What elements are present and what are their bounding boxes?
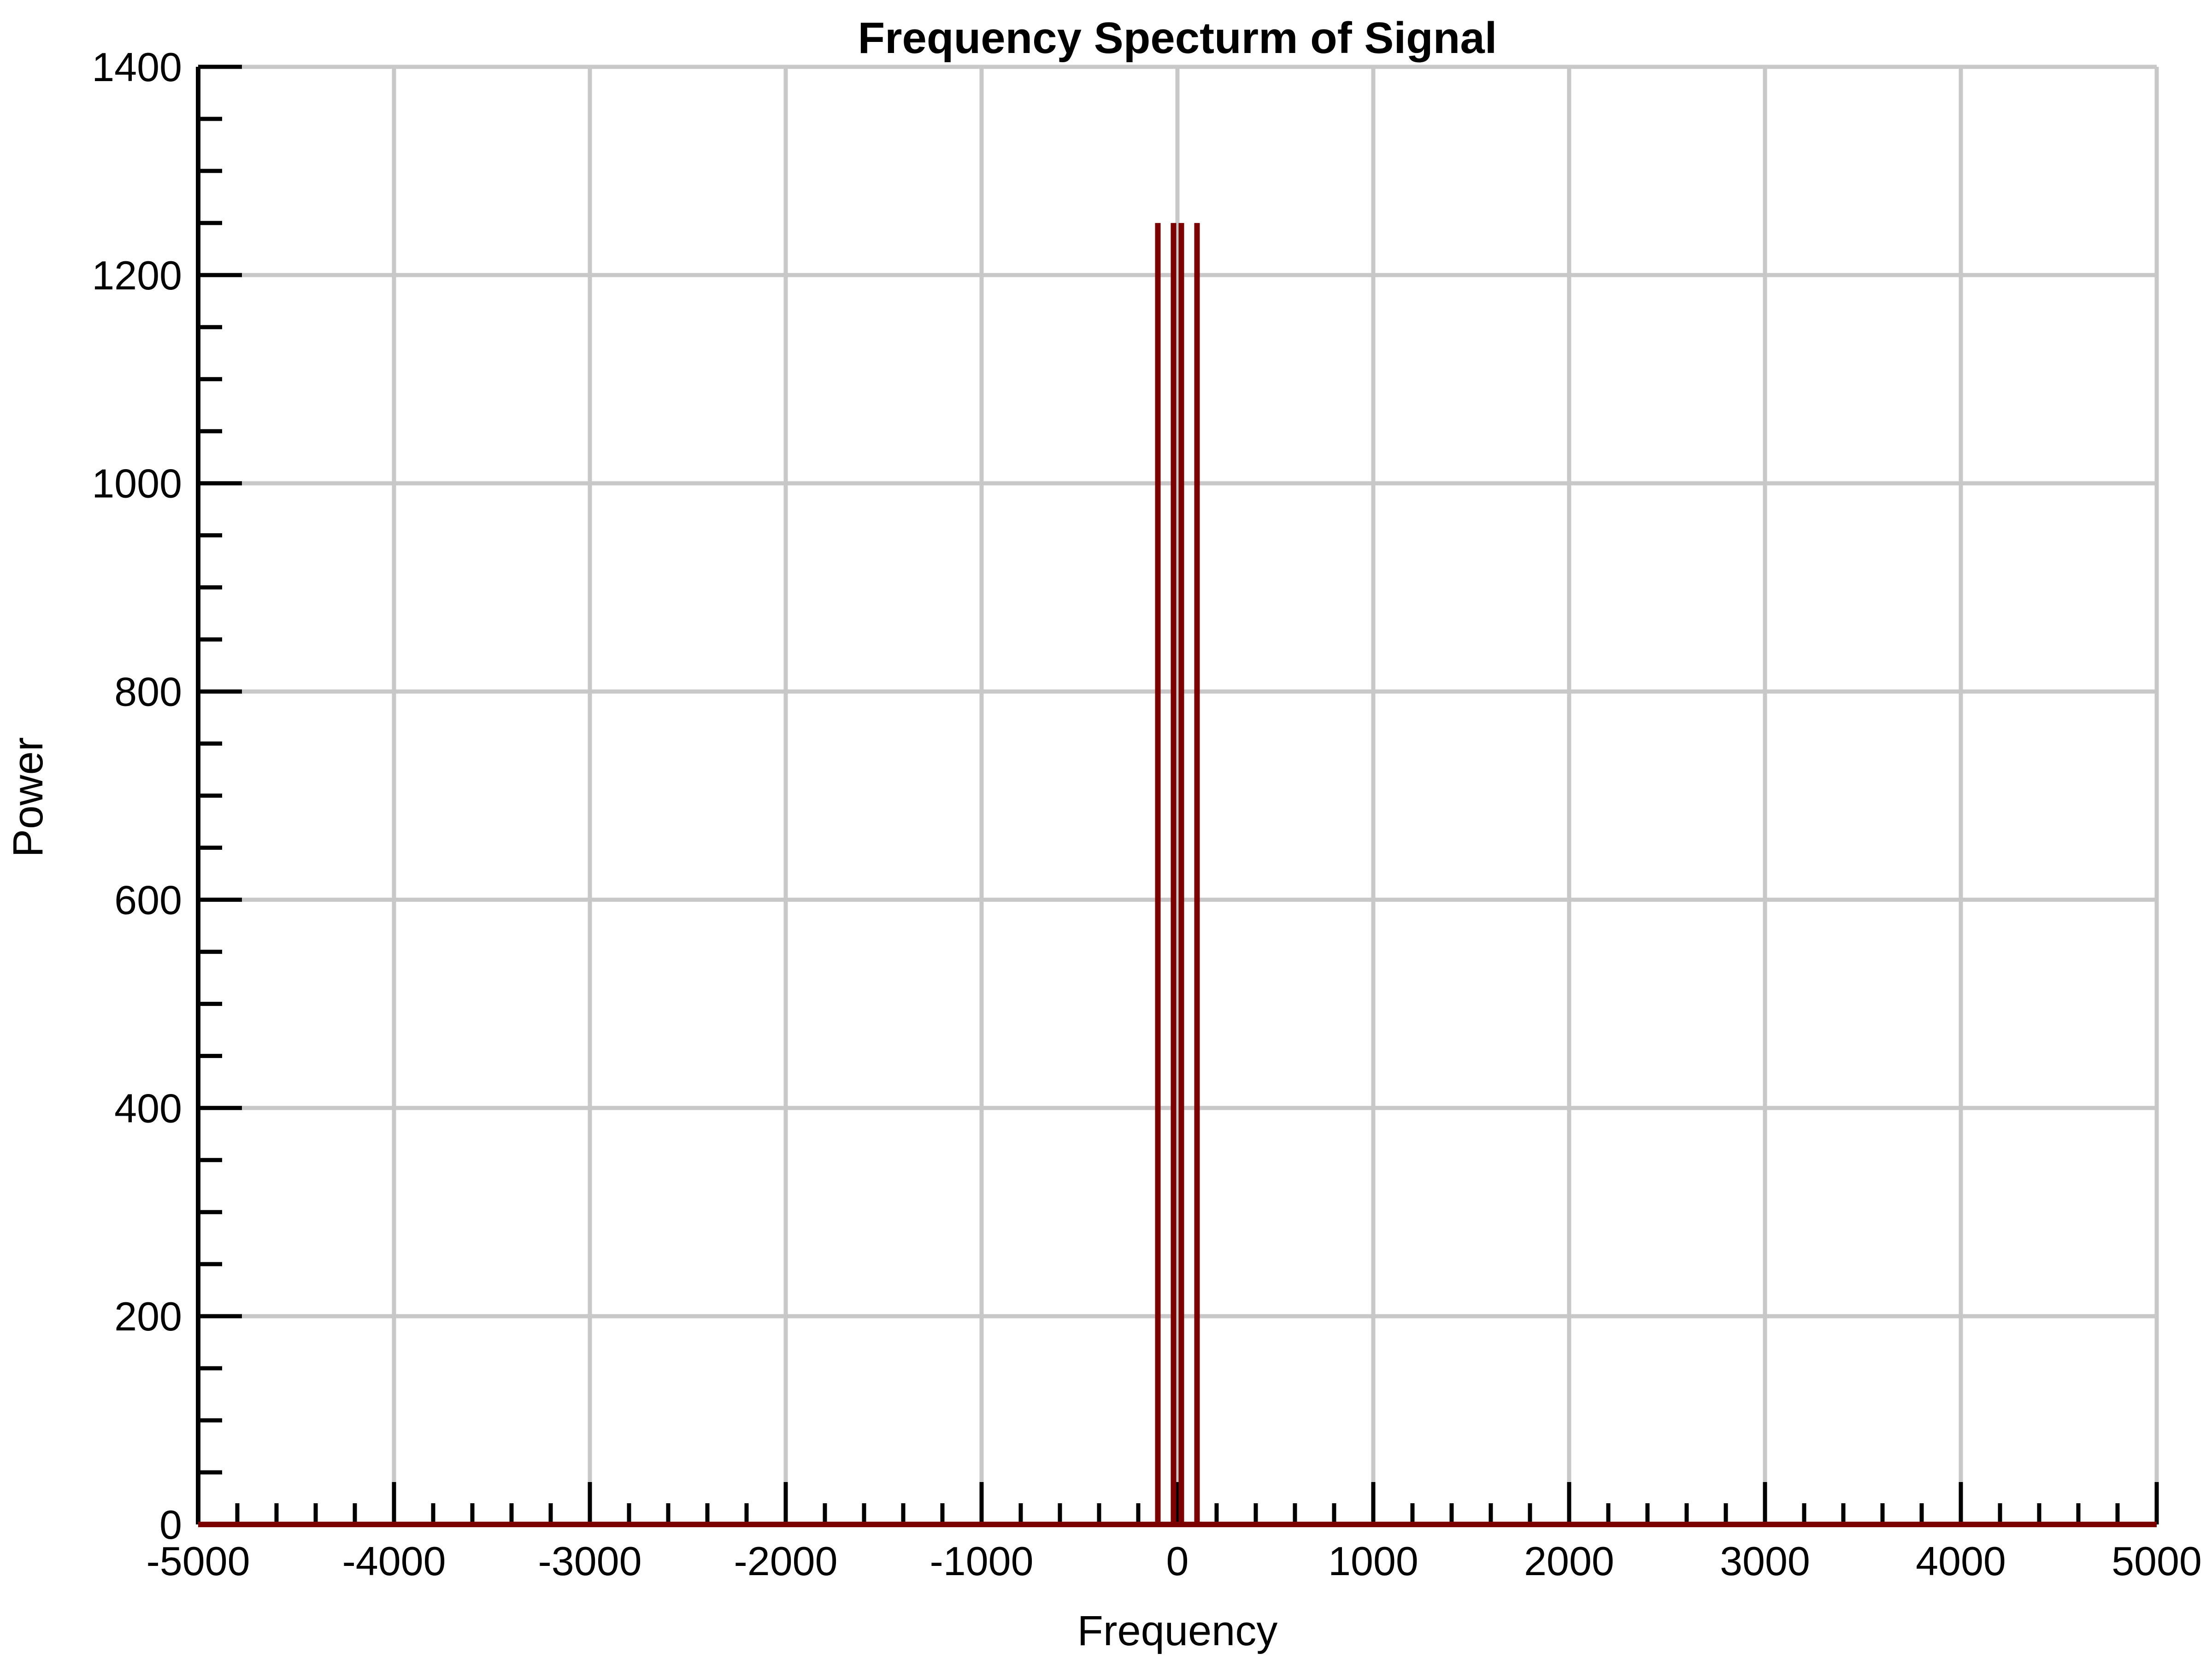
y-tick-label-1: 200 [114, 1294, 182, 1339]
axis-ticks [196, 65, 2159, 1527]
x-tick-label-6: 1000 [1328, 1538, 1418, 1584]
y-tick-label-7: 1400 [92, 44, 182, 90]
y-tick-label-2: 400 [114, 1085, 182, 1131]
y-tick-label-6: 1200 [92, 253, 182, 298]
x-tick-label-1: -4000 [342, 1538, 446, 1584]
x-tick-label-2: -3000 [538, 1538, 641, 1584]
x-tick-label-9: 4000 [1916, 1538, 2006, 1584]
x-tick-label-4: -1000 [930, 1538, 1033, 1584]
x-tick-label-5: 0 [1166, 1538, 1189, 1584]
y-tick-label-4: 800 [114, 669, 182, 715]
x-tick-label-0: -5000 [146, 1538, 250, 1584]
y-axis-title: Power [5, 737, 52, 858]
x-tick-label-3: -2000 [734, 1538, 837, 1584]
x-tick-label-10: 5000 [2112, 1538, 2202, 1584]
y-tick-label-5: 1000 [92, 461, 182, 506]
tick-labels: -5000 -4000 -3000 -2000 -1000 0 1000 2000 3000 40… [92, 44, 2202, 1584]
x-tick-label-7: 2000 [1524, 1538, 1614, 1584]
x-axis-title: Frequency [1077, 1607, 1278, 1654]
series-layer [198, 223, 2157, 1527]
y-tick-label-0: 0 [159, 1502, 182, 1547]
chart-title: Frequency Specturm of Signal [858, 13, 1497, 63]
series-line-0 [198, 223, 2157, 1527]
y-tick-label-3: 600 [114, 877, 182, 923]
x-tick-label-8: 3000 [1720, 1538, 1810, 1584]
